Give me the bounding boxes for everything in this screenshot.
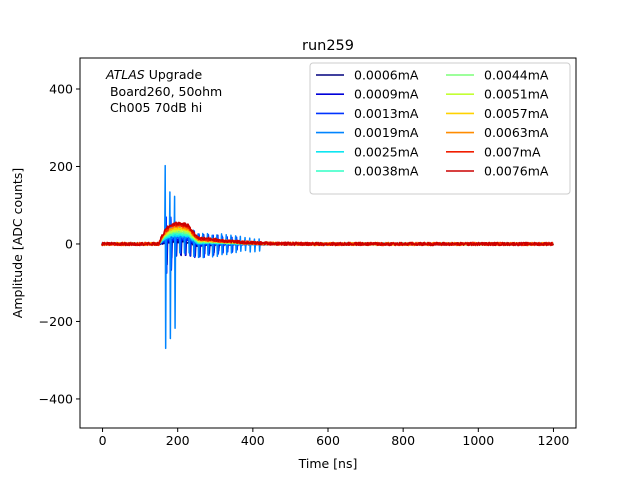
annotation-upgrade: Upgrade: [145, 67, 203, 82]
legend-label: 0.0044mA: [484, 68, 549, 83]
legend-label: 0.0019mA: [354, 125, 419, 140]
series-layer: [101, 164, 554, 350]
annotation: ATLAS Upgrade Board260, 50ohm Ch005 70dB…: [105, 67, 222, 115]
y-tick-label: −400: [39, 391, 73, 406]
legend-label: 0.0025mA: [354, 144, 419, 159]
legend-label: 0.0057mA: [484, 106, 549, 121]
annotation-atlas: ATLAS: [105, 67, 145, 82]
legend-label: 0.007mA: [484, 144, 541, 159]
x-axis: 0 200 400 600 800 1000 1200: [99, 428, 570, 448]
y-tick-label: 0: [65, 236, 73, 251]
legend-label: 0.0063mA: [484, 125, 549, 140]
y-tick-label: −200: [39, 314, 73, 329]
x-tick-label: 400: [241, 433, 265, 448]
series-line-12: [101, 221, 554, 247]
x-tick-label: 600: [316, 433, 340, 448]
x-tick-label: 1200: [538, 433, 570, 448]
y-axis: −400 −200 0 200 400: [39, 81, 80, 406]
y-tick-label: 200: [49, 159, 73, 174]
legend: 0.0006mA 0.0009mA 0.0013mA 0.0019mA 0.0025mA…: [309, 62, 571, 195]
legend-label: 0.0009mA: [354, 87, 419, 102]
x-tick-label: 200: [166, 433, 190, 448]
legend-label: 0.0006mA: [354, 68, 419, 83]
chart-title: run259: [302, 38, 354, 54]
annotation-channel: Ch005 70dB hi: [106, 100, 202, 115]
legend-label: 0.0051mA: [484, 87, 549, 102]
x-axis-label: Time [ns]: [298, 456, 358, 471]
legend-label: 0.0013mA: [354, 106, 419, 121]
x-tick-label: 1000: [462, 433, 494, 448]
y-tick-label: 400: [49, 81, 73, 96]
x-tick-label: 0: [99, 433, 107, 448]
annotation-board: Board260, 50ohm: [106, 84, 222, 99]
svg-text:ATLAS Upgrade: ATLAS Upgrade: [105, 67, 202, 82]
legend-frame: [309, 62, 571, 195]
legend-label: 0.0076mA: [484, 164, 549, 179]
x-tick-label: 800: [391, 433, 415, 448]
legend-label: 0.0038mA: [354, 164, 419, 179]
y-axis-label: Amplitude [ADC counts]: [10, 168, 25, 318]
